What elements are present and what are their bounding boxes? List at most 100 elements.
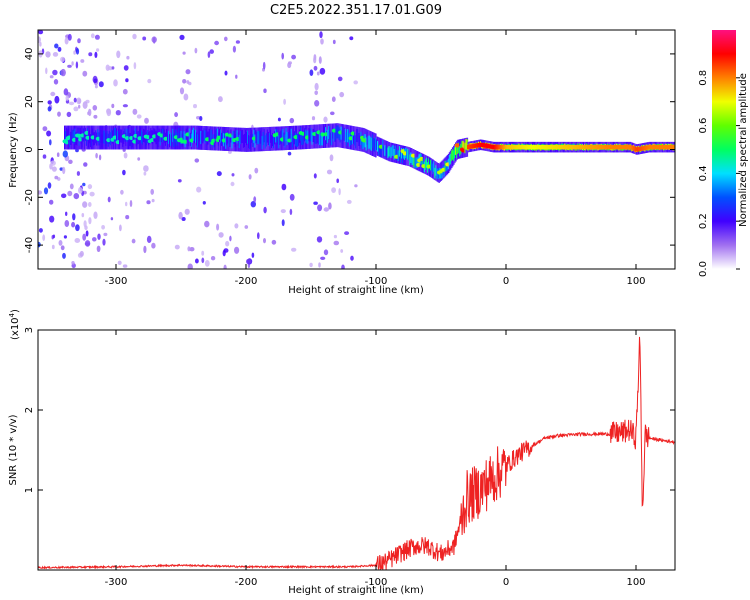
ridge-core — [435, 165, 437, 176]
ridge-core — [249, 135, 251, 149]
noise-speckle — [201, 250, 205, 256]
ridge-center — [563, 145, 566, 150]
noise-speckle — [193, 104, 197, 109]
ridge-core — [64, 128, 66, 142]
ridge-center — [612, 145, 615, 150]
ridge-center — [494, 145, 496, 150]
ridge-center — [649, 145, 651, 150]
ridge-core — [265, 133, 268, 147]
noise-speckle — [93, 114, 98, 119]
ridge-center — [646, 145, 649, 150]
ridge-core — [174, 133, 176, 147]
ridge-center — [521, 145, 523, 150]
noise-speckle — [88, 52, 93, 57]
spectrogram-xlabel: Height of straight line (km) — [288, 285, 424, 296]
noise-speckle — [122, 88, 128, 95]
ridge-core — [81, 134, 84, 148]
ridge-core — [208, 128, 211, 142]
ridge-core — [205, 128, 207, 142]
ridge-core — [302, 131, 304, 145]
noise-speckle — [182, 79, 187, 84]
noise-speckle — [280, 209, 286, 214]
ridge-center — [584, 145, 587, 150]
noise-speckle — [222, 249, 226, 257]
ridge-center — [554, 145, 556, 150]
chart-title: C2E5.2022.351.17.01.G09 — [270, 3, 442, 18]
noise-speckle — [54, 95, 60, 104]
ridge-core — [402, 152, 404, 164]
noise-speckle — [62, 166, 66, 175]
ridge-core — [266, 129, 269, 143]
noise-speckle — [228, 150, 232, 154]
noise-speckle — [63, 235, 67, 239]
noise-speckle — [115, 110, 121, 116]
ridge-center — [477, 143, 479, 148]
ridge-center — [669, 145, 672, 150]
ridge-core — [385, 146, 387, 157]
ridge-core — [353, 130, 355, 144]
ridge-center — [652, 145, 654, 150]
ridge-core — [421, 157, 424, 168]
noise-speckle — [71, 221, 76, 228]
ridge-core — [167, 134, 169, 148]
ridge-center — [478, 142, 480, 148]
noise-speckle — [281, 183, 287, 191]
noise-speckle — [216, 223, 220, 231]
noise-speckle — [323, 249, 329, 256]
ridge-center — [598, 145, 600, 150]
ridge-core — [268, 133, 271, 147]
ridge-core — [277, 131, 279, 145]
ridge-core — [286, 131, 289, 145]
noise-speckle — [146, 200, 151, 205]
ridge-center — [594, 145, 597, 150]
noise-speckle — [51, 166, 57, 172]
ridge-core — [66, 127, 68, 141]
ridge-center — [606, 145, 608, 150]
ridge-center — [513, 145, 516, 150]
ridge-core — [139, 127, 142, 141]
noise-speckle — [67, 190, 73, 197]
ridge-core — [202, 130, 204, 144]
noise-speckle — [333, 234, 337, 239]
ridge-core — [298, 132, 300, 146]
ridge-core — [156, 128, 159, 142]
noise-speckle — [209, 49, 214, 54]
ridge-core — [102, 130, 105, 144]
ridge-core — [150, 128, 152, 142]
ridge-center — [620, 145, 623, 150]
ridge-center — [623, 145, 625, 150]
ridge-core — [108, 130, 111, 144]
ridge-center — [600, 145, 602, 150]
colorbar-ticks: 0.0 0.2 0.4 0.6 0.8 — [698, 70, 740, 277]
ridge-center — [557, 145, 560, 150]
ridge-center — [552, 145, 554, 150]
noise-speckle — [76, 171, 80, 176]
ridge-center — [523, 145, 525, 150]
ridge-core — [141, 130, 143, 144]
ridge-core — [431, 160, 433, 171]
ridge-core — [222, 131, 224, 145]
noise-speckle — [56, 152, 60, 157]
noise-speckle — [80, 59, 85, 63]
noise-speckle — [67, 33, 72, 41]
noise-speckle — [187, 263, 193, 269]
ridge-core — [183, 131, 186, 145]
noise-speckle — [94, 51, 98, 59]
ridge-center — [524, 145, 526, 150]
ridge-center — [503, 145, 505, 150]
ridge-core — [163, 129, 166, 143]
ridge-center — [575, 145, 577, 150]
noise-speckle — [131, 238, 136, 244]
ridge-core — [408, 150, 410, 161]
ridge-core — [170, 132, 172, 146]
noise-speckle — [97, 233, 101, 240]
ridge-core — [379, 145, 381, 156]
ridge-core — [246, 132, 248, 146]
x-tick-label: 100 — [626, 577, 645, 588]
ridge-core — [226, 132, 228, 146]
ridge-core — [211, 129, 214, 143]
ridge-core — [308, 128, 310, 142]
noise-speckle — [132, 108, 138, 115]
ridge-center — [593, 145, 596, 150]
